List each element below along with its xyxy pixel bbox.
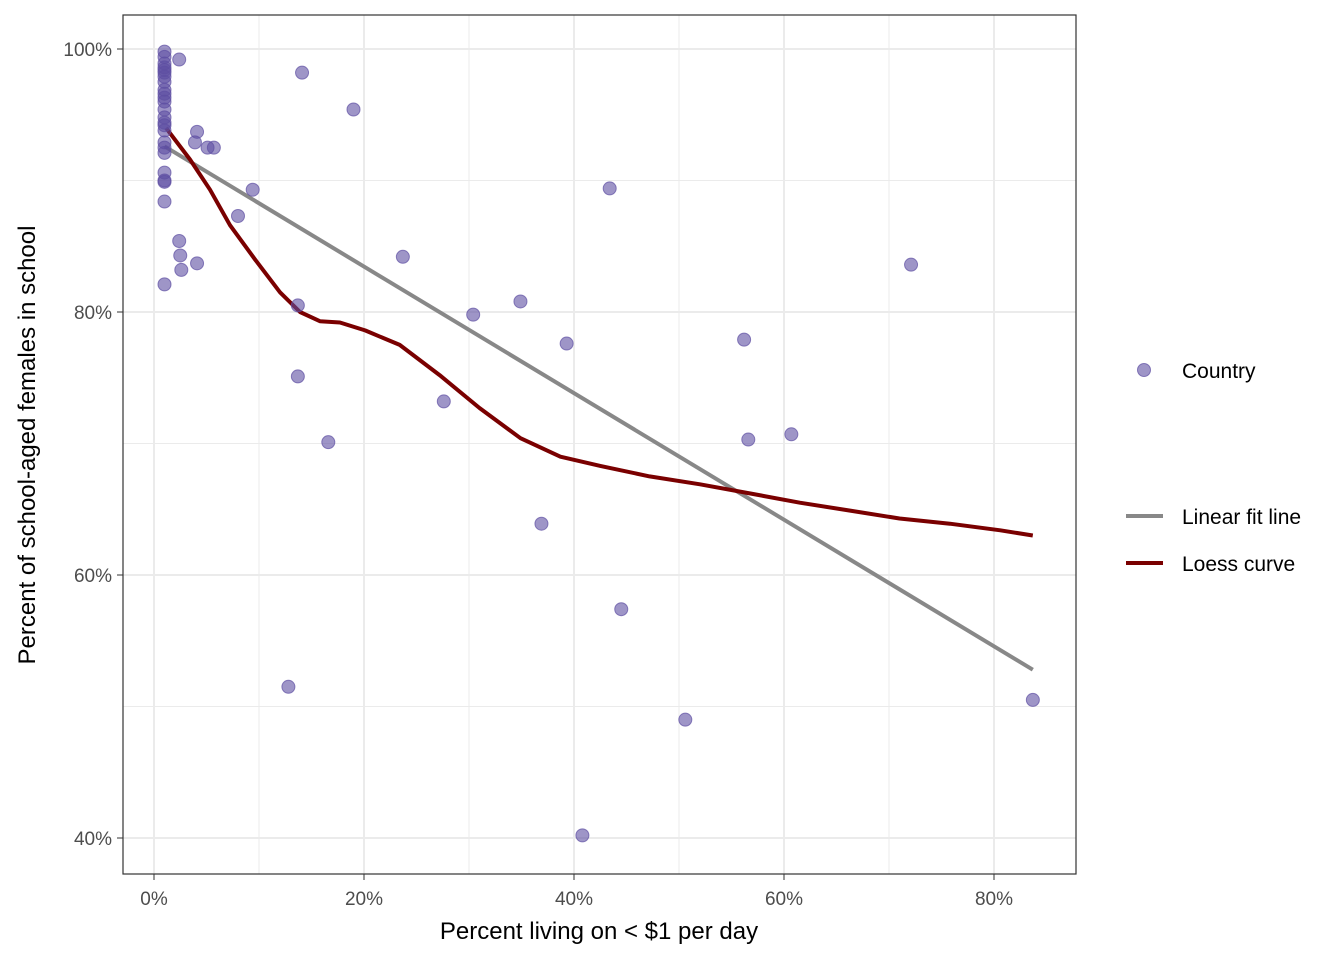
data-point bbox=[245, 182, 260, 197]
x-tick-label: 0% bbox=[140, 889, 168, 910]
data-point bbox=[513, 294, 528, 309]
legend-loess: Loess curve bbox=[1182, 553, 1295, 576]
y-tick-label: 100% bbox=[63, 40, 112, 61]
data-point bbox=[904, 257, 919, 272]
y-tick-label: 60% bbox=[74, 566, 112, 587]
data-point bbox=[466, 307, 481, 322]
loess-curve bbox=[164, 126, 1034, 538]
data-point bbox=[157, 123, 172, 138]
legend: Country Linear fit line Loess curve bbox=[1126, 360, 1301, 576]
x-tick-label: 80% bbox=[975, 889, 1013, 910]
y-axis-label: Percent of school-aged females in school bbox=[14, 226, 41, 665]
data-point bbox=[321, 435, 336, 450]
legend-country: Country bbox=[1182, 360, 1256, 383]
ticks: 0% 20% 40% 60% 80% 40% 60% 80% 100% bbox=[63, 40, 1013, 910]
data-point bbox=[290, 369, 305, 384]
data-point bbox=[575, 828, 590, 843]
data-point bbox=[614, 602, 629, 617]
fit-lines bbox=[163, 126, 1034, 672]
data-point bbox=[784, 427, 799, 442]
data-point bbox=[295, 65, 310, 80]
panel-border bbox=[122, 14, 1077, 875]
data-point bbox=[436, 394, 451, 409]
data-point bbox=[187, 135, 202, 150]
data-point bbox=[1025, 692, 1040, 707]
data-point bbox=[559, 336, 574, 351]
data-point bbox=[206, 140, 221, 155]
data-point bbox=[172, 233, 187, 248]
data-point bbox=[157, 194, 172, 209]
data-point bbox=[534, 516, 549, 531]
points bbox=[157, 44, 1040, 843]
y-tick-label: 40% bbox=[74, 829, 112, 850]
x-axis-label: Percent living on < $1 per day bbox=[440, 918, 758, 945]
y-tick-label: 80% bbox=[74, 303, 112, 324]
data-point bbox=[678, 712, 693, 727]
grid bbox=[123, 15, 1076, 874]
linear-fit-line bbox=[163, 144, 1034, 672]
data-point bbox=[157, 145, 172, 160]
legend-linear: Linear fit line bbox=[1182, 506, 1301, 529]
data-point bbox=[157, 277, 172, 292]
x-tick-label: 20% bbox=[345, 889, 383, 910]
legend-point-key bbox=[1137, 363, 1151, 377]
data-point bbox=[346, 102, 361, 117]
data-point bbox=[602, 181, 617, 196]
data-point bbox=[157, 174, 172, 189]
data-point bbox=[737, 332, 752, 347]
x-tick-label: 60% bbox=[765, 889, 803, 910]
data-point bbox=[395, 249, 410, 264]
data-point bbox=[173, 248, 188, 263]
data-point bbox=[741, 432, 756, 447]
data-point bbox=[281, 679, 296, 694]
x-tick-label: 40% bbox=[555, 889, 593, 910]
data-point bbox=[190, 256, 205, 271]
data-point bbox=[172, 52, 187, 67]
data-point bbox=[174, 262, 189, 277]
data-point bbox=[231, 209, 245, 224]
data-point bbox=[290, 298, 305, 313]
